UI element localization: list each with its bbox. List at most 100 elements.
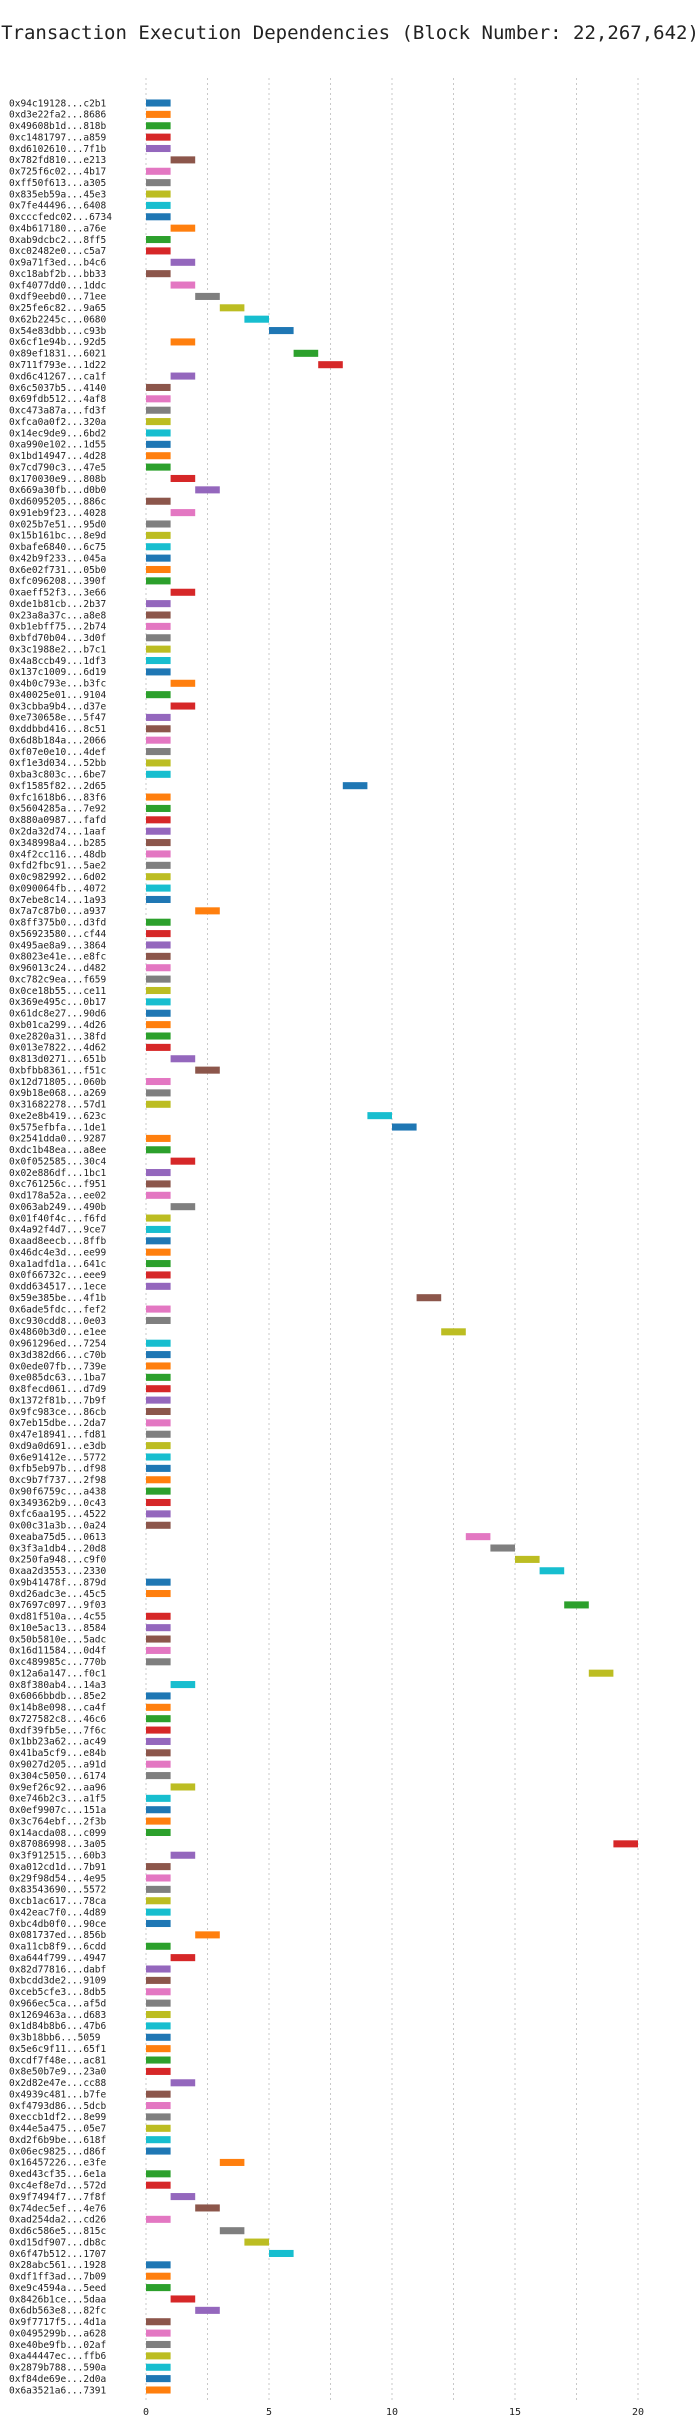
bar-62 bbox=[146, 804, 171, 812]
y-tick-label: 0x6db563e8...82fc bbox=[9, 2306, 106, 2317]
y-tick-label: 0x8023e41e...e8fc bbox=[9, 952, 106, 963]
y-tick-label: 0x349362b9...0c43 bbox=[9, 1498, 106, 1509]
y-tick-label: 0xd3e22fa2...8686 bbox=[9, 110, 107, 121]
y-tick-label: 0x725f6c02...4b17 bbox=[9, 167, 106, 178]
y-tick-label: 0x9b41478f...879d bbox=[9, 1577, 106, 1588]
bar-42 bbox=[146, 577, 171, 585]
bar-180 bbox=[146, 2147, 171, 2155]
y-tick-label: 0x42eac7f0...4d89 bbox=[9, 1907, 107, 1918]
bar-127 bbox=[490, 1544, 515, 1552]
y-tick-label: 0xd6c41267...ca1f bbox=[9, 371, 106, 382]
x-tick-label: 0 bbox=[143, 2407, 149, 2418]
bar-63 bbox=[146, 816, 171, 824]
bar-139 bbox=[170, 1681, 196, 1689]
y-tick-label: 0x6e91412e...5772 bbox=[9, 1452, 106, 1463]
bar-170 bbox=[146, 2033, 171, 2041]
bar-79 bbox=[146, 998, 171, 1006]
bar-105 bbox=[416, 1294, 442, 1302]
y-tick-label: 0x727582c8...46c6 bbox=[9, 1714, 107, 1725]
y-tick-label: 0x966ec5ca...af5d bbox=[9, 1998, 106, 2009]
y-tick-label: 0x3f3a1db4...20d8 bbox=[9, 1543, 107, 1554]
bar-6 bbox=[146, 167, 171, 175]
y-tick-label: 0x42b9f233...045a bbox=[9, 553, 106, 564]
bar-77 bbox=[146, 975, 171, 983]
bar-111 bbox=[146, 1362, 171, 1370]
y-tick-label: 0xe40be9fb...02af bbox=[9, 2340, 106, 2351]
bar-166 bbox=[146, 1988, 171, 1996]
bar-56 bbox=[146, 736, 171, 744]
bar-156 bbox=[146, 1874, 171, 1882]
y-tick-label: 0x7eb15dbe...2da7 bbox=[9, 1418, 106, 1429]
y-tick-label: 0x0f052585...30c4 bbox=[9, 1156, 107, 1167]
y-tick-label: 0x9027d205...a91d bbox=[9, 1760, 106, 1771]
y-tick-label: 0x6d8b184a...2066 bbox=[9, 735, 107, 746]
y-tick-label: 0xd81f510a...4c55 bbox=[9, 1612, 106, 1623]
bar-168 bbox=[146, 2010, 171, 2019]
bar-100 bbox=[146, 1237, 171, 1245]
bar-31 bbox=[146, 452, 171, 460]
bar-47 bbox=[146, 634, 171, 642]
y-tick-label: 0x12d71805...060b bbox=[9, 1077, 107, 1088]
bar-195 bbox=[146, 2318, 171, 2326]
y-tick-label: 0x44e5a475...05e7 bbox=[9, 2124, 106, 2135]
y-tick-label: 0xe9c4594a...5eed bbox=[9, 2283, 106, 2294]
bar-129 bbox=[539, 1567, 565, 1575]
y-tick-label: 0x9f7717f5...4d1a bbox=[9, 2317, 106, 2328]
bar-145 bbox=[146, 1749, 171, 1757]
bar-65 bbox=[146, 839, 171, 847]
y-tick-label: 0x4a8ccb49...1df3 bbox=[9, 656, 106, 667]
y-tick-label: 0x59e385be...4f1b bbox=[9, 1293, 107, 1304]
y-tick-label: 0x2541dda0...9287 bbox=[9, 1134, 106, 1145]
bar-21 bbox=[170, 338, 196, 346]
y-tick-label: 0xceb5cfe3...8db5 bbox=[9, 1987, 106, 1998]
bar-70 bbox=[146, 895, 171, 903]
y-tick-label: 0xdc1b48ea...a8ee bbox=[9, 1145, 107, 1156]
bar-115 bbox=[146, 1407, 171, 1416]
bar-15 bbox=[146, 270, 171, 278]
y-tick-label: 0x2da32d74...1aaf bbox=[9, 826, 106, 837]
y-tick-label: 0x090064fb...4072 bbox=[9, 883, 106, 894]
bar-22 bbox=[293, 349, 319, 357]
y-tick-label: 0x02e886df...1bc1 bbox=[9, 1168, 107, 1179]
y-tick-label: 0x170030e9...808b bbox=[9, 474, 107, 485]
bar-73 bbox=[146, 930, 171, 938]
y-tick-label: 0x880a0987...fafd bbox=[9, 815, 106, 826]
y-tick-label: 0xbafe6840...6c75 bbox=[9, 542, 106, 553]
bar-8 bbox=[146, 190, 171, 198]
bar-20 bbox=[269, 327, 294, 335]
y-tick-label: 0xd6102610...7f1b bbox=[9, 144, 107, 155]
y-tick-label: 0xa11cb8f9...6cdd bbox=[9, 1942, 106, 1953]
bar-25 bbox=[146, 383, 171, 391]
bar-123 bbox=[146, 1498, 171, 1507]
y-tick-label: 0x813d0271...651b bbox=[9, 1054, 107, 1065]
bar-148 bbox=[170, 1783, 196, 1791]
y-tick-label: 0x16d11584...0d4f bbox=[9, 1646, 106, 1657]
y-tick-label: 0x5e6c9f11...65f1 bbox=[9, 2044, 107, 2055]
y-tick-label: 0x14ec9de9...6bd2 bbox=[9, 428, 106, 439]
bar-89 bbox=[367, 1112, 392, 1120]
y-tick-label: 0xc782c9ea...f659 bbox=[9, 974, 107, 985]
y-tick-label: 0x4b0c793e...b3fc bbox=[9, 679, 106, 690]
bar-188 bbox=[244, 2238, 269, 2246]
bar-68 bbox=[146, 873, 171, 881]
bar-174 bbox=[170, 2079, 196, 2087]
bar-11 bbox=[170, 224, 196, 232]
bar-192 bbox=[146, 2284, 171, 2292]
y-tick-label: 0x1bb23a62...ac49 bbox=[9, 1737, 107, 1748]
bar-59 bbox=[146, 770, 171, 778]
bar-82 bbox=[146, 1032, 171, 1040]
y-tick-label: 0x063ab249...490b bbox=[9, 1202, 107, 1213]
bar-61 bbox=[146, 793, 171, 801]
y-tick-label: 0x31682278...57d1 bbox=[9, 1100, 107, 1111]
bar-55 bbox=[146, 725, 171, 733]
y-tick-label: 0xff50f613...a305 bbox=[9, 178, 106, 189]
y-tick-label: 0xd15df907...db8c bbox=[9, 2237, 106, 2248]
y-tick-label: 0x41ba5cf9...e84b bbox=[9, 1748, 107, 1759]
bar-133 bbox=[146, 1612, 171, 1620]
bar-81 bbox=[146, 1021, 171, 1029]
bar-66 bbox=[146, 850, 171, 858]
bar-88 bbox=[146, 1100, 171, 1108]
y-tick-label: 0x6ade5fdc...fef2 bbox=[9, 1304, 106, 1315]
bar-122 bbox=[146, 1487, 171, 1495]
y-tick-label: 0x62b2245c...0680 bbox=[9, 314, 107, 325]
